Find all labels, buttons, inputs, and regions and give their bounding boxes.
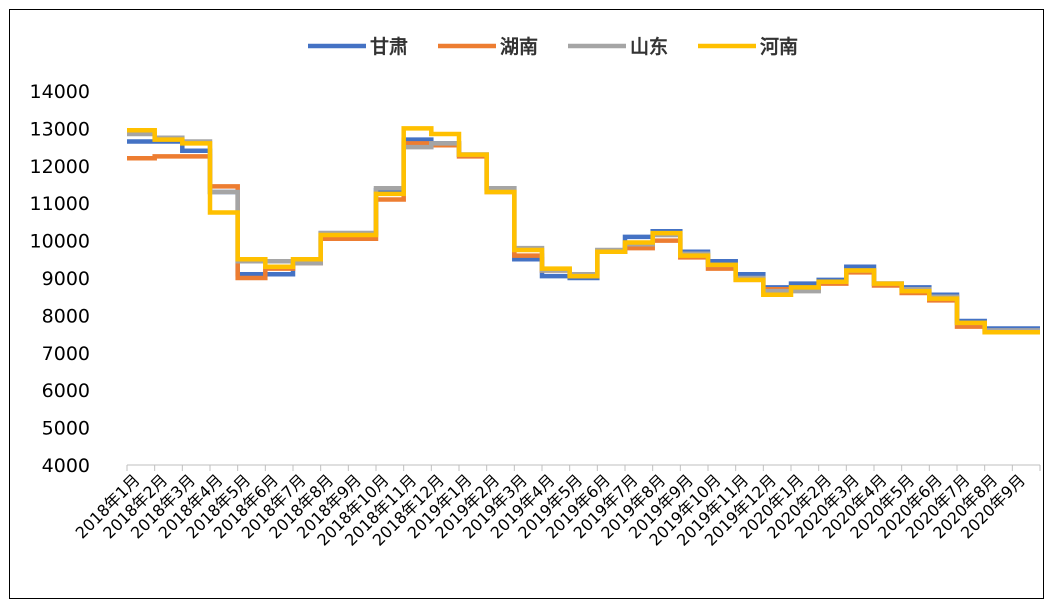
y-tick-label: 5000 xyxy=(42,418,90,440)
legend-label-2: 山东 xyxy=(630,35,668,58)
y-tick-label: 10000 xyxy=(30,231,90,253)
y-axis-tick-labels: 4000 5000 6000 7000 8000 9000 10000 11000 12000 1… xyxy=(30,81,90,477)
legend-label-0: 甘肃 xyxy=(370,35,408,58)
x-axis-tick-labels: 2018年1月2018年2月2018年3月2018年4月2018年5月2018年… xyxy=(72,470,1029,549)
series-line-0 xyxy=(127,137,1040,331)
y-tick-label: 6000 xyxy=(42,380,90,402)
series-line-2 xyxy=(127,131,1040,333)
chart-frame xyxy=(9,9,1044,599)
y-tick-label: 12000 xyxy=(30,156,90,178)
legend-label-1: 湖南 xyxy=(500,36,538,58)
y-tick-label: 4000 xyxy=(42,455,90,477)
y-tick-label: 9000 xyxy=(42,268,90,290)
y-tick-label: 13000 xyxy=(30,118,90,140)
legend-label-3: 河南 xyxy=(760,36,798,58)
y-tick-label: 8000 xyxy=(42,305,90,327)
legend: 甘肃 湖南 山东 河南 xyxy=(308,35,798,58)
y-tick-label: 14000 xyxy=(30,81,90,103)
series-line-3 xyxy=(127,126,1040,335)
y-tick-label: 7000 xyxy=(42,343,90,365)
series-lines xyxy=(127,126,1040,335)
x-axis-ticks xyxy=(126,465,1041,471)
y-tick-label: 11000 xyxy=(30,193,90,215)
series-line-1 xyxy=(127,141,1040,335)
